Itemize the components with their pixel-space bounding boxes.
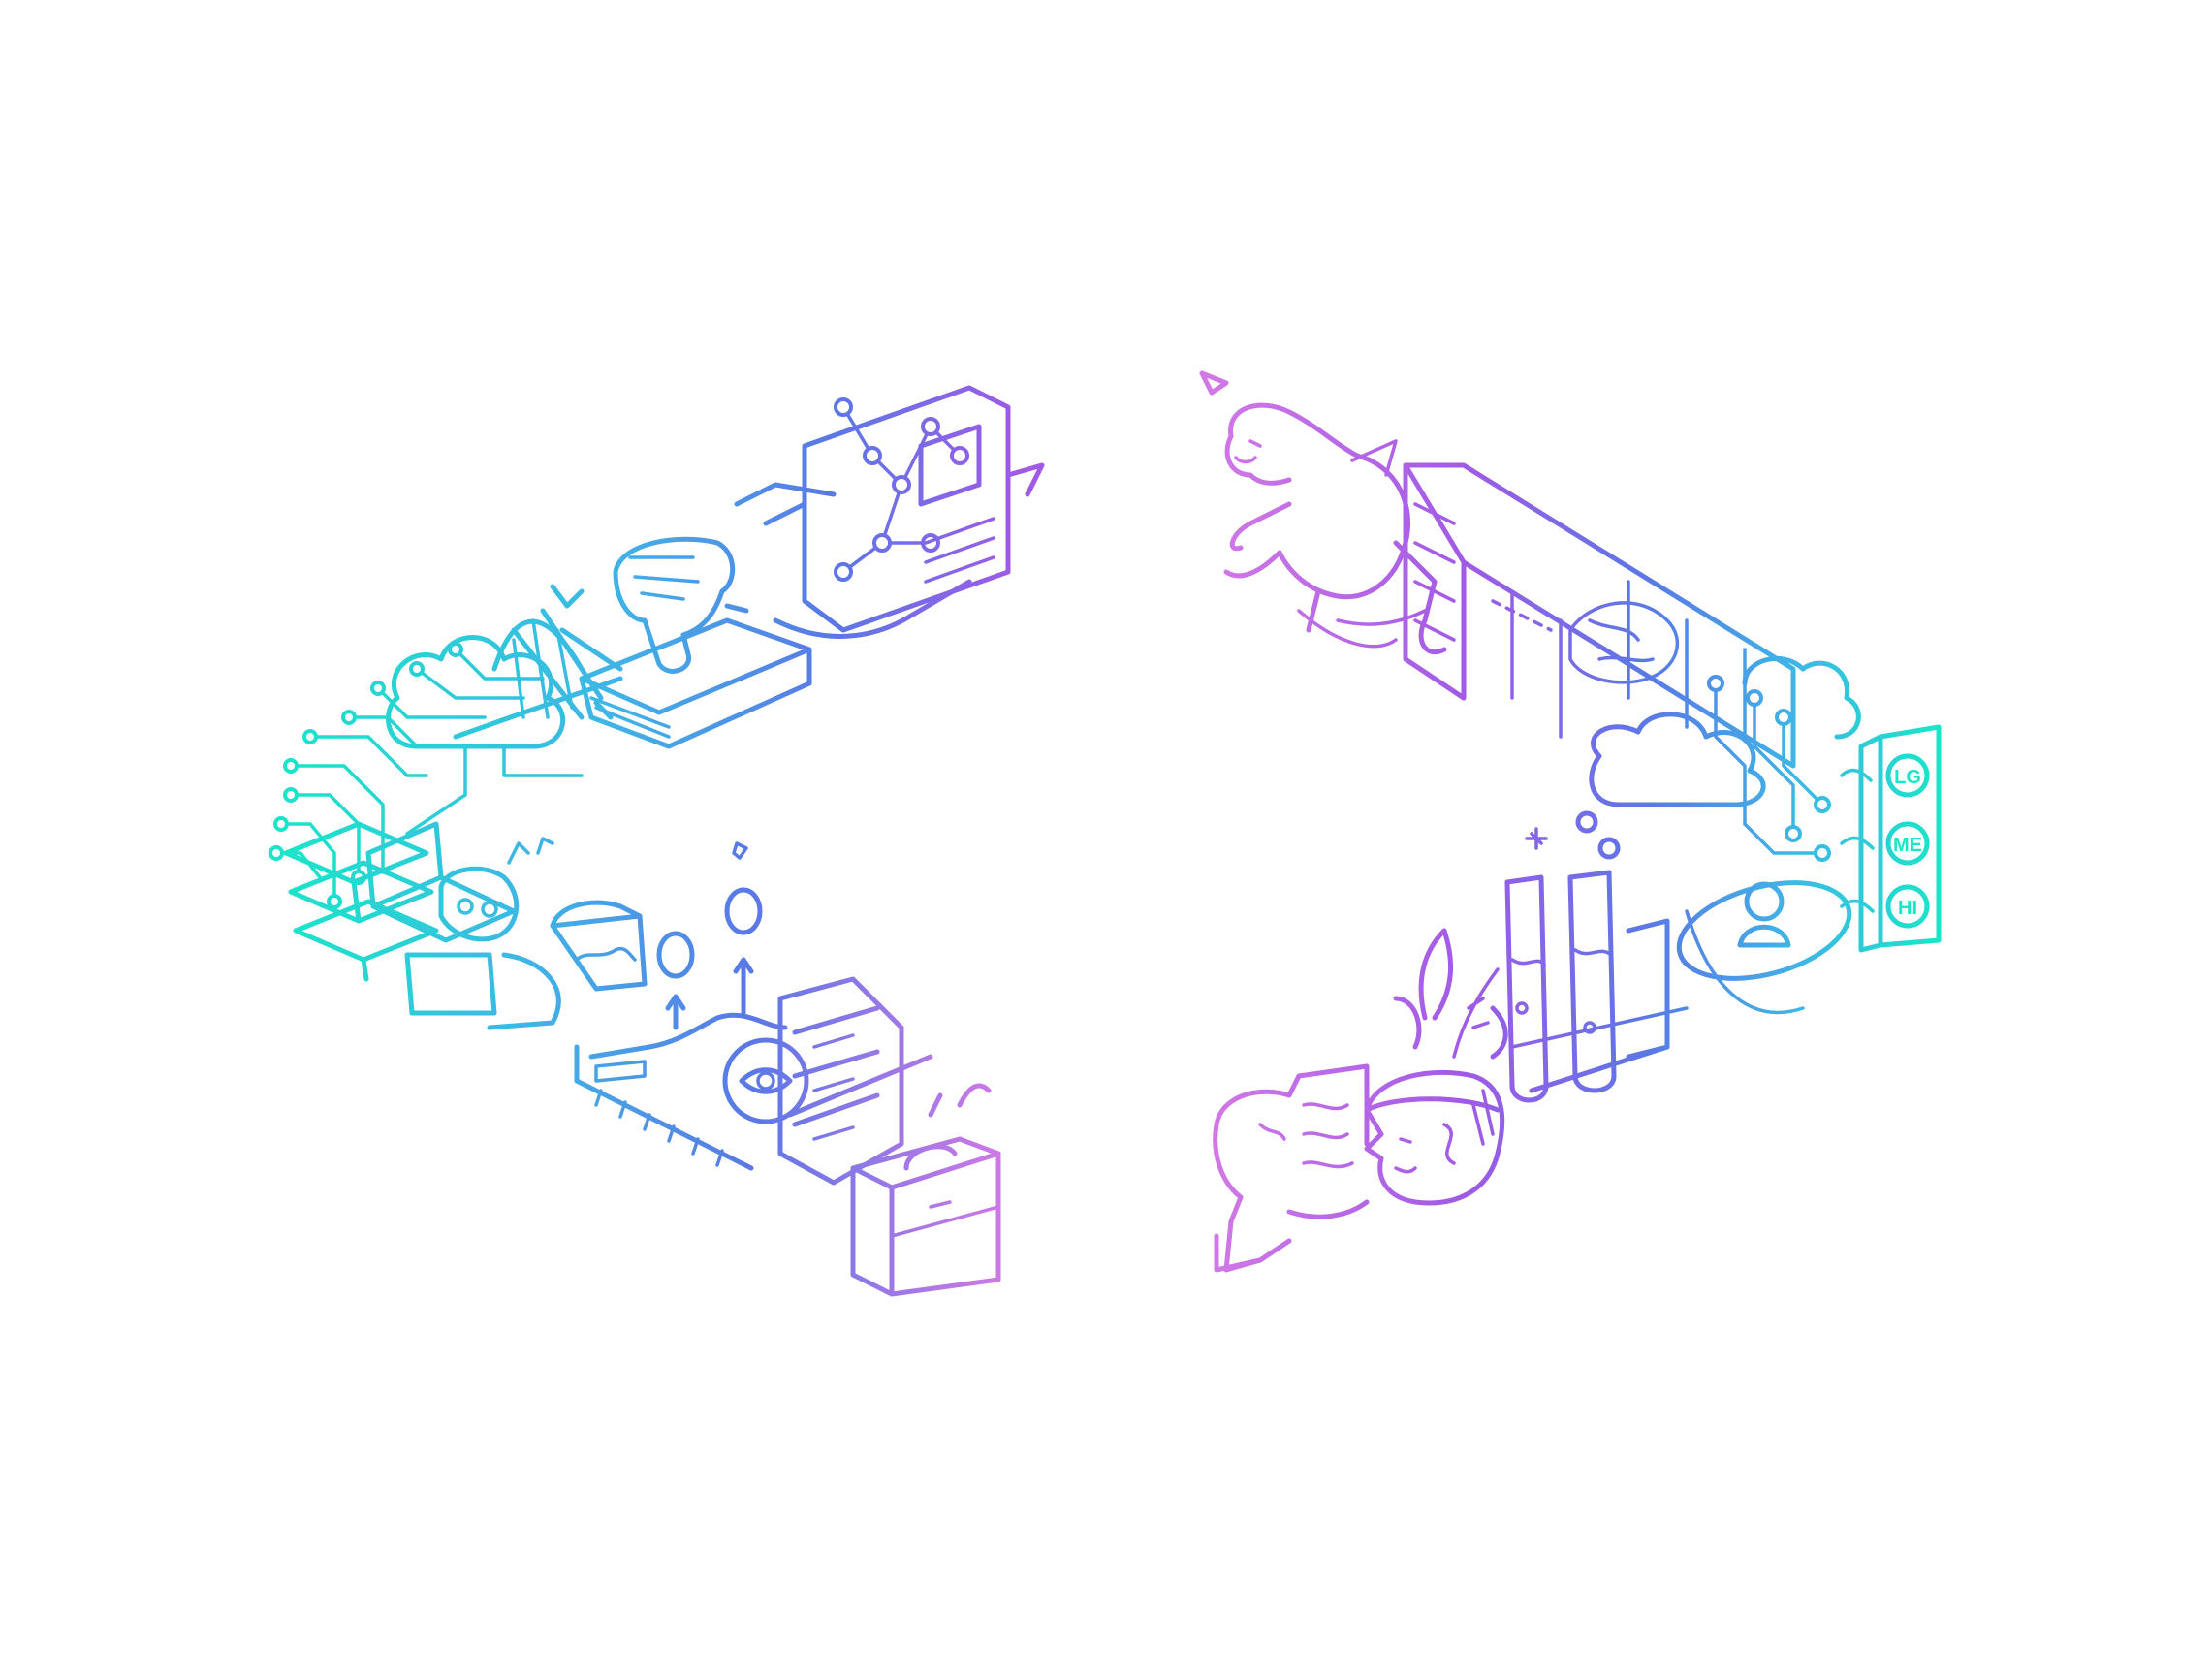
book-icon <box>579 617 812 749</box>
building-icon <box>1403 462 1796 769</box>
chart-line-icon <box>574 1012 788 1171</box>
test-tube-icon <box>1504 810 1689 1103</box>
pie-icon <box>550 900 648 992</box>
bridge-icon <box>453 608 623 740</box>
bubble-label-middle: ME <box>1893 835 1922 856</box>
briefcase-icon <box>850 1083 1001 1297</box>
orbit-person-icon <box>1676 880 1852 1015</box>
head-icon <box>1364 1069 1505 1206</box>
layer-stack-icon <box>283 821 439 982</box>
bubble-label-top: LG <box>1894 767 1921 788</box>
globe-icon <box>1491 599 1679 684</box>
cloud-icon <box>1589 655 1861 807</box>
eye-icon <box>722 1037 933 1124</box>
laptop-icon <box>365 821 517 943</box>
person-icon <box>1213 1063 1370 1273</box>
left-bracket <box>269 385 1045 1297</box>
speech-bubble-icon <box>1885 821 1930 866</box>
flag-icon <box>1199 370 1229 396</box>
circuit-icon <box>269 642 545 909</box>
network-graph-icon <box>834 397 969 582</box>
hand-pointer-icon <box>550 536 749 720</box>
circuit-icon <box>1707 675 1831 862</box>
speech-bubble-panel <box>1840 724 1942 953</box>
person-icon <box>404 837 561 1030</box>
right-bracket: LG ME HI <box>1199 370 1942 1273</box>
document-icon <box>734 385 1045 639</box>
speech-bubble-icon <box>1885 884 1930 929</box>
drawer-icon <box>777 976 904 1186</box>
coin-icon <box>656 841 763 1030</box>
speech-bubble-icon <box>1885 753 1930 798</box>
plant-icon <box>1393 928 1508 1060</box>
bubble-label-bottom: HI <box>1898 898 1917 919</box>
bear-icon <box>1223 402 1447 655</box>
